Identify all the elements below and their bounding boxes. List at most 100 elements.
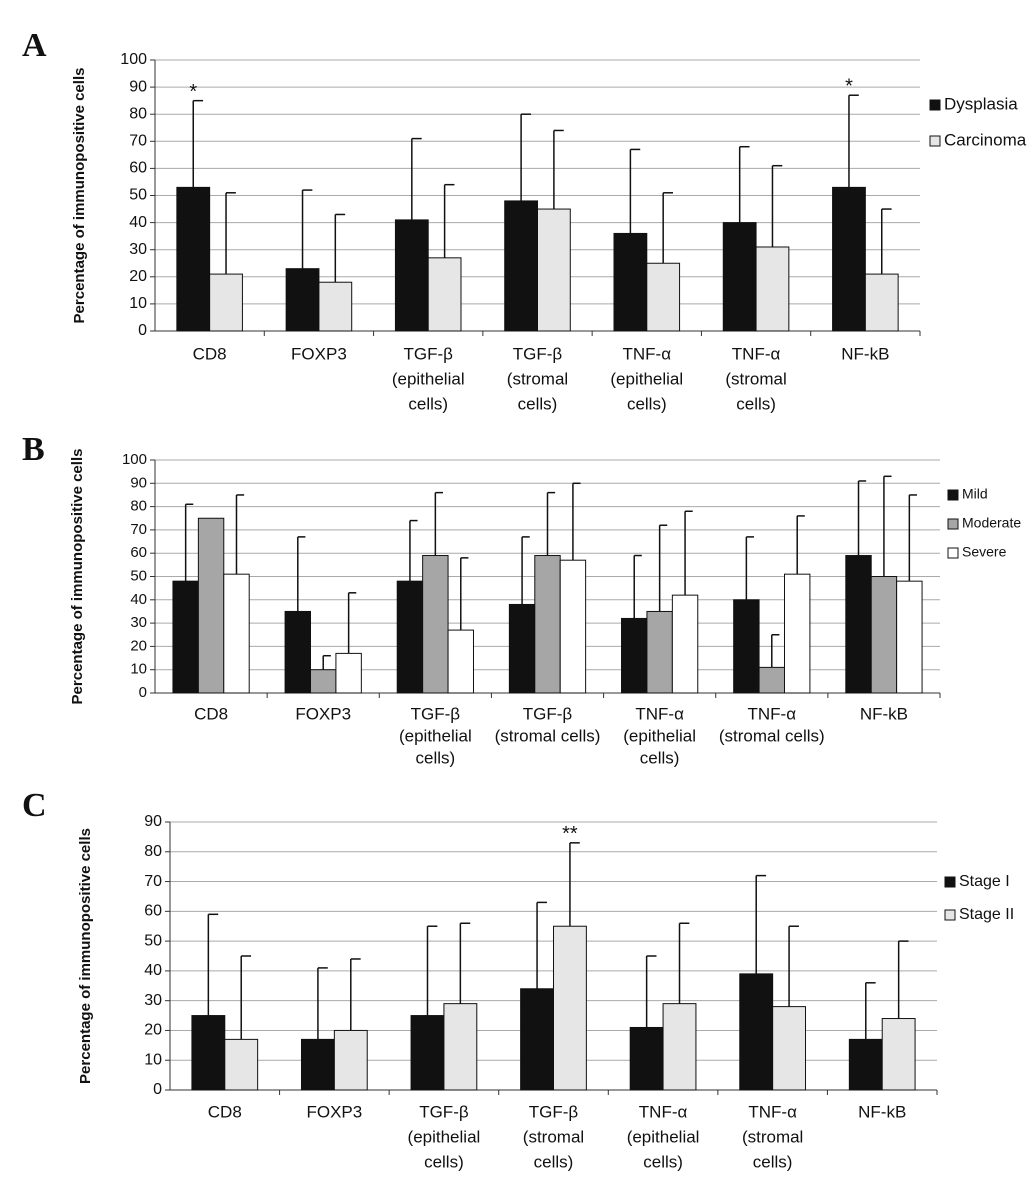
y-tick-label: 60 (130, 544, 147, 561)
bar (755, 246, 790, 332)
x-tick-label: (epithelial (627, 1127, 700, 1146)
x-tick-label: cells) (408, 394, 448, 413)
legend-label: Severe (962, 544, 1007, 560)
x-tick-label: TGF-β (529, 1102, 579, 1121)
bar (427, 257, 462, 332)
bar (629, 1026, 664, 1091)
bar (284, 610, 312, 694)
y-tick-label: 30 (130, 614, 147, 631)
legend-label: Stage I (959, 873, 1010, 890)
y-tick-label: 60 (144, 903, 162, 920)
y-tick-label: 30 (144, 992, 162, 1009)
bar (310, 669, 337, 694)
x-tick-label: NF-kB (860, 704, 908, 723)
bar (783, 573, 811, 694)
x-tick-label: (epithelial (399, 726, 472, 745)
bar (197, 517, 225, 694)
x-tick-label: cells) (643, 1152, 683, 1171)
y-tick-label: 20 (144, 1022, 162, 1039)
x-tick-label: TGF-β (513, 344, 563, 363)
y-tick-label: 100 (120, 51, 147, 68)
legend-swatch (929, 99, 941, 111)
annotation: * (845, 76, 853, 98)
y-tick-label: 10 (129, 295, 147, 312)
y-tick-label: 40 (144, 962, 162, 979)
y-tick-label: 100 (122, 451, 147, 468)
bar (504, 200, 539, 332)
bar (881, 1018, 916, 1091)
legend-label: Moderate (962, 515, 1021, 531)
legend-swatch (929, 135, 941, 147)
bar (335, 652, 362, 694)
bar (646, 610, 673, 694)
x-tick-label: (stromal cells) (495, 726, 601, 745)
annotation: * (189, 81, 197, 103)
bar (209, 273, 243, 332)
annotation: ** (562, 823, 578, 845)
y-tick-label: 50 (144, 932, 162, 949)
x-tick-label: cells) (518, 394, 558, 413)
bar (864, 273, 899, 332)
bar (443, 1003, 478, 1091)
y-tick-label: 0 (153, 1081, 162, 1098)
bar (333, 1029, 368, 1091)
x-tick-label: cells) (534, 1152, 574, 1171)
y-tick-label: 80 (130, 498, 147, 515)
y-tick-label: 50 (129, 187, 147, 204)
x-tick-label: (epithelial (610, 369, 683, 388)
x-tick-label: (stromal (523, 1127, 584, 1146)
bar (758, 666, 785, 694)
y-tick-label: 0 (139, 684, 147, 701)
x-tick-label: CD8 (194, 704, 228, 723)
bar (318, 281, 353, 332)
bar (896, 580, 923, 694)
x-tick-label: TNF-α (639, 1102, 688, 1121)
bar (285, 268, 320, 332)
x-tick-label: FOXP3 (295, 704, 351, 723)
bar (508, 603, 536, 694)
x-tick-label: cells) (736, 394, 776, 413)
legend-swatch (947, 547, 959, 559)
x-tick-label: TGF-β (403, 344, 453, 363)
panel-label: A (22, 27, 47, 64)
x-tick-label: CD8 (193, 344, 227, 363)
x-tick-label: (stromal cells) (719, 726, 825, 745)
legend-label: Carcinoma (944, 130, 1027, 149)
bar (422, 555, 449, 694)
bar (300, 1038, 335, 1091)
x-tick-label: (epithelial (408, 1127, 481, 1146)
y-tick-label: 70 (144, 873, 162, 890)
x-tick-label: TGF-β (419, 1102, 469, 1121)
x-tick-label: (stromal (725, 369, 786, 388)
x-tick-label: TNF-α (748, 704, 797, 723)
x-tick-label: TNF-α (635, 704, 684, 723)
y-tick-label: 10 (144, 1051, 162, 1068)
bar (845, 555, 872, 694)
bar (772, 1006, 807, 1091)
bar (832, 186, 866, 332)
x-tick-label: NF-kB (858, 1102, 906, 1121)
y-axis-title: Percentage of immunopositive cells (69, 449, 86, 705)
y-tick-label: 20 (129, 268, 147, 285)
panel-label: B (22, 431, 45, 468)
bar (191, 1015, 226, 1091)
bar (224, 1038, 259, 1091)
legend-swatch (944, 909, 956, 921)
legend-label: Mild (962, 486, 988, 502)
y-tick-label: 60 (129, 160, 147, 177)
x-tick-label: FOXP3 (291, 344, 347, 363)
y-tick-label: 40 (130, 591, 147, 608)
legend-swatch (944, 876, 956, 888)
y-tick-label: 20 (130, 637, 147, 654)
bar (534, 555, 561, 694)
x-tick-label: cells) (627, 394, 667, 413)
x-tick-label: (stromal (742, 1127, 803, 1146)
x-tick-label: TNF-α (748, 1102, 797, 1121)
bar (394, 219, 429, 332)
y-tick-label: 30 (129, 241, 147, 258)
legend-label: Dysplasia (944, 94, 1018, 113)
panel-label: C (22, 787, 47, 824)
bar (870, 576, 898, 694)
x-tick-label: TNF-α (732, 344, 781, 363)
x-tick-label: cells) (753, 1152, 793, 1171)
